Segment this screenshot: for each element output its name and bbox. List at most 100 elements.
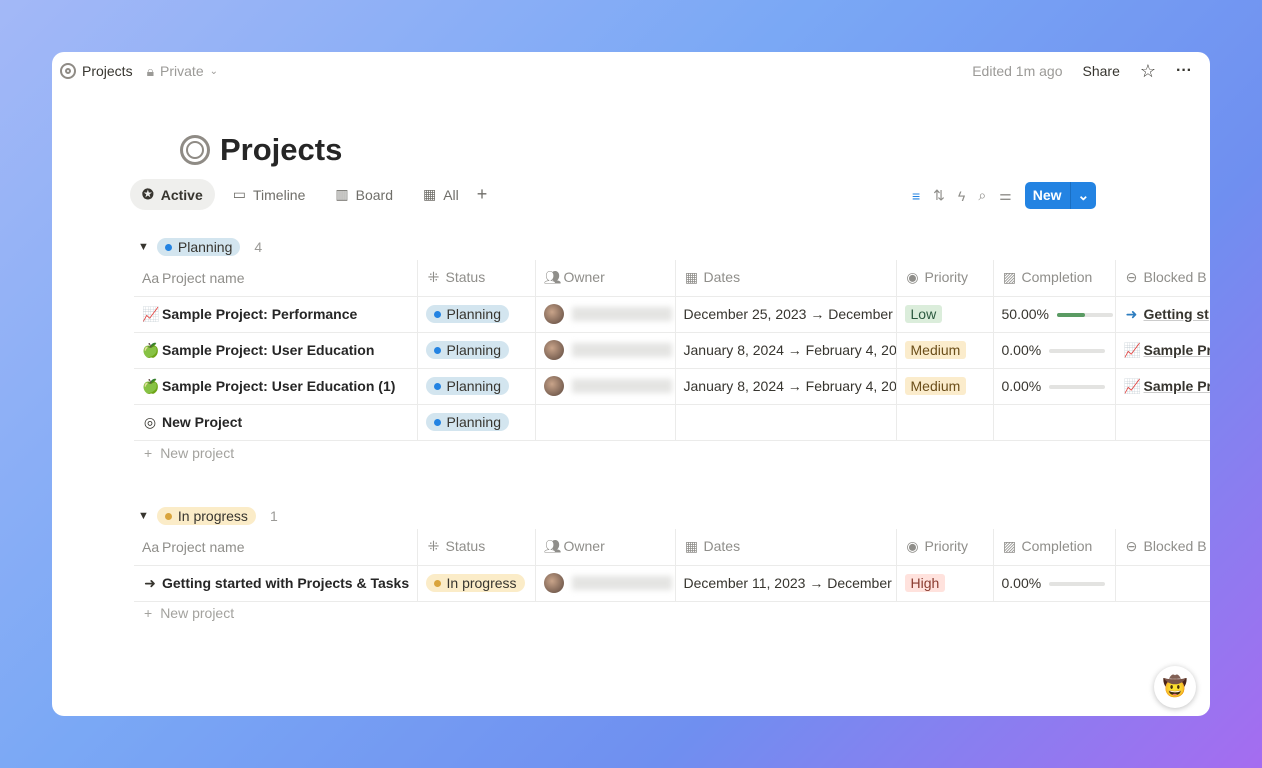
name-cell[interactable]: 🍏 Sample Project: User Education	[134, 331, 418, 368]
table-row[interactable]: 📈 Sample Project: Performance Planning De…	[134, 295, 1210, 332]
priority-cell[interactable]: Medium	[896, 331, 994, 368]
blocked-by-cell[interactable]: 📈 Sample Pr	[1115, 367, 1211, 404]
board-icon: ▥	[335, 186, 349, 202]
caret-down-icon[interactable]: ▼	[138, 510, 149, 522]
avatar	[543, 340, 564, 360]
column-header[interactable]: ▨ Completion	[993, 260, 1116, 296]
tab-board[interactable]: ▥ Board	[323, 179, 405, 210]
completion-cell[interactable]: 0.00%	[993, 331, 1116, 368]
status-cell[interactable]: Planning	[417, 403, 536, 441]
new-project-label: New project	[160, 605, 235, 621]
sort-icon[interactable]: ⇅	[933, 187, 945, 203]
tab-all[interactable]: ▦ All	[411, 179, 471, 210]
table-row[interactable]: 🍏 Sample Project: User Education (1) Plan…	[134, 367, 1211, 404]
owner-cell[interactable]	[535, 403, 676, 441]
column-header[interactable]: Aa Project name	[134, 529, 418, 565]
column-header[interactable]: ▦ Dates	[675, 260, 897, 296]
dates-cell[interactable]: January 8, 2024 → February 4, 20	[675, 331, 897, 368]
column-header[interactable]: ▦ Dates	[675, 529, 897, 565]
priority-cell[interactable]: Medium	[896, 367, 994, 404]
filter-icon[interactable]: ≡	[912, 187, 921, 204]
owner-cell[interactable]	[535, 564, 676, 602]
name-cell[interactable]: ➜ Getting started with Projects & Tasks	[134, 564, 418, 602]
column-header[interactable]: ⁜ Status	[417, 529, 536, 565]
project-name[interactable]: New Project	[162, 413, 243, 430]
new-project-button[interactable]: + New project	[144, 605, 234, 621]
priority-cell[interactable]: High	[896, 564, 994, 602]
new-project-button[interactable]: + New project	[144, 445, 234, 461]
page-icon: 📈	[142, 305, 160, 322]
new-button-label[interactable]: New	[1032, 187, 1062, 203]
column-header[interactable]: ⊖ Blocked B	[1115, 529, 1210, 565]
column-header[interactable]: 👥︎ Owner	[535, 260, 676, 296]
share-button[interactable]: Share	[1082, 63, 1120, 79]
blocked-by-cell[interactable]	[1115, 564, 1210, 602]
column-header[interactable]: 👥︎ Owner	[535, 529, 676, 565]
column-header[interactable]: ⊖ Blocked B	[1115, 260, 1210, 296]
help-avatar-icon[interactable]: 🤠	[1154, 666, 1196, 708]
blocked-by-cell[interactable]: ➜ Getting st	[1115, 295, 1210, 332]
name-cell[interactable]: 🍏 Sample Project: User Education (1)	[134, 367, 418, 404]
chevron-down-icon[interactable]: ⌄	[1069, 182, 1097, 209]
project-name[interactable]: Getting started with Projects & Tasks	[162, 574, 410, 591]
table-row[interactable]: ➜ Getting started with Projects & Tasks I…	[134, 564, 1210, 602]
name-cell[interactable]: 📈 Sample Project: Performance	[134, 295, 418, 332]
table-row[interactable]: 🍏 Sample Project: User Education Planning…	[134, 331, 1211, 368]
completion-cell[interactable]: 0.00%	[993, 367, 1116, 404]
blocked-icon: ⊖	[1125, 538, 1138, 555]
new-project-label: New project	[160, 445, 235, 461]
new-button[interactable]: New ⌄	[1024, 182, 1097, 209]
dates-cell[interactable]: December 25, 2023 → December	[675, 295, 897, 332]
column-header[interactable]: ▨ Completion	[993, 529, 1116, 565]
completion-cell[interactable]: 0.00%	[993, 564, 1116, 602]
group-header[interactable]: ▼ In progress 1	[138, 507, 278, 525]
status-cell[interactable]: Planning	[417, 331, 536, 368]
page-icon: ➜	[144, 574, 156, 591]
column-header[interactable]: ◉ Priority	[896, 529, 994, 565]
group-header[interactable]: ▼ Planning 4	[138, 238, 262, 256]
project-name[interactable]: Sample Project: User Education (1)	[162, 377, 396, 394]
project-name[interactable]: Sample Project: Performance	[162, 305, 358, 322]
blocked-by-link[interactable]: Sample Pr	[1143, 341, 1211, 358]
priority-cell[interactable]	[896, 403, 994, 441]
caret-down-icon[interactable]: ▼	[138, 241, 149, 253]
dates-cell[interactable]: January 8, 2024 → February 4, 20	[675, 367, 897, 404]
column-header[interactable]: Aa Project name	[134, 260, 418, 296]
status-cell[interactable]: Planning	[417, 367, 536, 404]
blocked-by-cell[interactable]	[1115, 403, 1210, 441]
owner-cell[interactable]	[535, 331, 676, 368]
breadcrumb-title[interactable]: Projects	[82, 63, 133, 79]
settings-sliders-icon[interactable]: ⚌	[999, 187, 1012, 203]
priority-cell[interactable]: Low	[896, 295, 994, 332]
dates-cell[interactable]	[675, 403, 897, 441]
column-label: Status	[445, 269, 486, 286]
owner-cell[interactable]	[535, 295, 676, 332]
name-cell[interactable]: ◎ New Project	[134, 403, 418, 441]
privacy-dropdown[interactable]: Private	[160, 63, 204, 79]
column-header[interactable]: ⁜ Status	[417, 260, 536, 296]
tab-timeline[interactable]: ▭ Timeline	[221, 179, 318, 210]
owner-cell[interactable]	[535, 367, 676, 404]
add-view-icon[interactable]: +	[476, 184, 488, 204]
more-icon[interactable]: ···	[1176, 62, 1192, 79]
page-title-text: Projects	[220, 132, 343, 167]
table-icon: ▦	[422, 186, 437, 202]
blocked-by-link[interactable]: Getting st	[1143, 305, 1209, 322]
table-row[interactable]: ◎ New Project Planning	[134, 403, 1210, 441]
search-icon[interactable]: ⌕	[978, 187, 987, 203]
status-badge: Planning	[425, 305, 509, 324]
project-name[interactable]: Sample Project: User Education	[162, 341, 375, 358]
completion-cell[interactable]: 50.00%	[993, 295, 1116, 332]
page-icon: 🍏	[142, 341, 160, 358]
status-cell[interactable]: In progress	[417, 564, 536, 602]
dates-cell[interactable]: December 11, 2023 → December	[675, 564, 897, 602]
star-icon[interactable]: ☆	[1139, 60, 1157, 81]
blocked-by-link[interactable]: Sample Pr	[1143, 377, 1211, 394]
blocked-by-cell[interactable]: 📈 Sample Pr	[1115, 331, 1211, 368]
tab-active[interactable]: ✪ Active	[130, 179, 215, 210]
completion-cell[interactable]	[993, 403, 1116, 441]
priority-badge: Medium	[904, 341, 967, 359]
automation-icon[interactable]: ϟ	[957, 187, 966, 204]
column-header[interactable]: ◉ Priority	[896, 260, 994, 296]
status-cell[interactable]: Planning	[417, 295, 536, 332]
